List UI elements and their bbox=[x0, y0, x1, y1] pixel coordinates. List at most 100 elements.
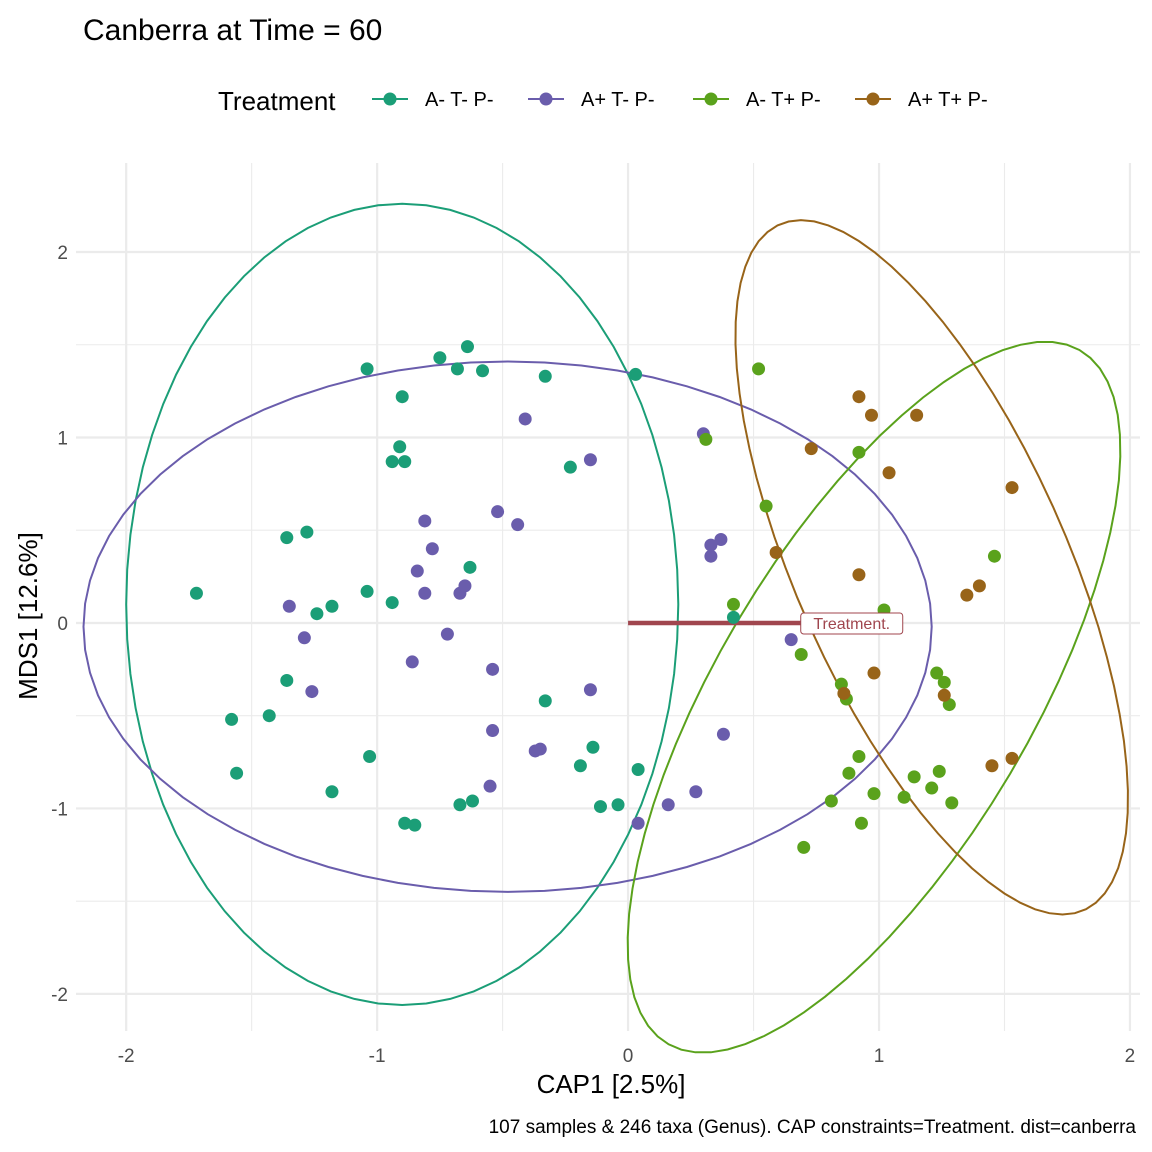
point-aminus-tplus-pminus bbox=[930, 666, 944, 680]
point-aplus-tplus-pminus bbox=[1005, 751, 1019, 765]
point-aplus-tplus-pminus bbox=[852, 568, 866, 582]
point-aminus-tminus-pminus bbox=[476, 364, 490, 378]
point-aminus-tplus-pminus bbox=[932, 764, 946, 778]
axis-tick-labels: -2 -1 0 1 2 -2 -1 0 1 2 bbox=[51, 243, 1135, 1067]
legend-label: A- T+ P- bbox=[746, 89, 821, 111]
legend-key-point bbox=[866, 92, 880, 106]
data-points bbox=[189, 340, 1019, 854]
point-aminus-tplus-pminus bbox=[842, 766, 856, 780]
point-aplus-tplus-pminus bbox=[864, 408, 878, 422]
point-aminus-tminus-pminus bbox=[453, 798, 467, 812]
point-aminus-tplus-pminus bbox=[726, 597, 740, 611]
point-aplus-tminus-pminus bbox=[486, 724, 500, 738]
point-aminus-tminus-pminus bbox=[463, 560, 477, 574]
point-aminus-tminus-pminus bbox=[385, 596, 399, 610]
point-aplus-tminus-pminus bbox=[583, 683, 597, 697]
point-aminus-tplus-pminus bbox=[852, 445, 866, 459]
arrow-label-layer: Treatment. bbox=[800, 612, 904, 635]
point-aplus-tplus-pminus bbox=[867, 666, 881, 680]
point-aplus-tplus-pminus bbox=[972, 579, 986, 593]
y-tick-label: -2 bbox=[51, 985, 68, 1006]
point-aminus-tminus-pminus bbox=[726, 610, 740, 624]
point-aminus-tminus-pminus bbox=[325, 599, 339, 613]
point-aplus-tminus-pminus bbox=[418, 586, 432, 600]
point-aminus-tminus-pminus bbox=[360, 362, 374, 376]
legend-key-point bbox=[704, 92, 718, 106]
ellipse-aplus-tplus-pminus bbox=[734, 219, 1129, 916]
x-tick-label: 1 bbox=[874, 1046, 885, 1067]
point-aminus-tplus-pminus bbox=[752, 362, 766, 376]
point-aminus-tminus-pminus bbox=[225, 712, 239, 726]
point-aminus-tminus-pminus bbox=[395, 390, 409, 404]
point-aplus-tplus-pminus bbox=[852, 390, 866, 404]
point-aplus-tminus-pminus bbox=[486, 662, 500, 676]
point-aplus-tplus-pminus bbox=[769, 545, 783, 559]
point-aminus-tplus-pminus bbox=[945, 796, 959, 810]
point-aminus-tminus-pminus bbox=[611, 798, 625, 812]
chart-caption: 107 samples & 246 taxa (Genus). CAP cons… bbox=[489, 1117, 1137, 1138]
point-aminus-tminus-pminus bbox=[300, 525, 314, 539]
point-aminus-tplus-pminus bbox=[699, 432, 713, 446]
point-aminus-tminus-pminus bbox=[460, 340, 474, 354]
legend-label: A+ T- P- bbox=[581, 89, 655, 111]
point-aminus-tminus-pminus bbox=[586, 740, 600, 754]
point-aplus-tminus-pminus bbox=[518, 412, 532, 426]
point-aplus-tminus-pminus bbox=[689, 785, 703, 799]
legend-item-aplus-tplus-pminus: A+ T+ P- bbox=[855, 89, 988, 111]
point-aminus-tminus-pminus bbox=[398, 455, 412, 469]
point-aminus-tminus-pminus bbox=[573, 759, 587, 773]
point-aminus-tminus-pminus bbox=[593, 800, 607, 814]
y-axis-title: MDS1 [12.6%] bbox=[13, 532, 43, 700]
point-aminus-tplus-pminus bbox=[824, 794, 838, 808]
x-axis-title: CAP1 [2.5%] bbox=[537, 1069, 686, 1099]
point-aminus-tminus-pminus bbox=[280, 673, 294, 687]
point-aminus-tminus-pminus bbox=[631, 762, 645, 776]
point-aminus-tminus-pminus bbox=[393, 440, 407, 454]
point-aplus-tplus-pminus bbox=[910, 408, 924, 422]
legend-item-aminus-tminus-pminus: A- T- P- bbox=[372, 89, 494, 111]
point-aminus-tminus-pminus bbox=[538, 694, 552, 708]
point-aplus-tminus-pminus bbox=[425, 542, 439, 556]
point-aminus-tplus-pminus bbox=[854, 816, 868, 830]
point-aplus-tminus-pminus bbox=[491, 505, 505, 519]
x-tick-label: -1 bbox=[369, 1046, 386, 1067]
point-aplus-tplus-pminus bbox=[1005, 481, 1019, 495]
point-aminus-tplus-pminus bbox=[907, 770, 921, 784]
point-aminus-tminus-pminus bbox=[398, 816, 412, 830]
point-aminus-tplus-pminus bbox=[937, 675, 951, 689]
point-aminus-tplus-pminus bbox=[797, 840, 811, 854]
point-aminus-tplus-pminus bbox=[794, 647, 808, 661]
point-aminus-tplus-pminus bbox=[987, 549, 1001, 563]
y-tick-label: 1 bbox=[57, 428, 68, 449]
legend-key-point bbox=[539, 92, 553, 106]
point-aplus-tplus-pminus bbox=[804, 442, 818, 456]
x-tick-label: -2 bbox=[118, 1046, 135, 1067]
arrow-label-box bbox=[800, 612, 904, 635]
point-aplus-tminus-pminus bbox=[305, 685, 319, 699]
confidence-ellipses bbox=[82, 202, 1129, 1054]
point-aminus-tplus-pminus bbox=[897, 790, 911, 804]
legend-label: A+ T+ P- bbox=[908, 89, 988, 111]
legend-label: A- T- P- bbox=[425, 89, 494, 111]
chart-title: Canberra at Time = 60 bbox=[83, 14, 382, 47]
point-aplus-tminus-pminus bbox=[511, 518, 525, 532]
point-aplus-tminus-pminus bbox=[483, 779, 497, 793]
point-aminus-tminus-pminus bbox=[262, 709, 276, 723]
y-tick-label: 0 bbox=[57, 614, 68, 635]
y-tick-label: -1 bbox=[51, 799, 68, 820]
point-aplus-tminus-pminus bbox=[282, 599, 296, 613]
point-aminus-tminus-pminus bbox=[363, 750, 377, 764]
point-aplus-tminus-pminus bbox=[704, 538, 718, 552]
point-aminus-tplus-pminus bbox=[867, 787, 881, 801]
point-aminus-tminus-pminus bbox=[450, 362, 464, 376]
point-aplus-tplus-pminus bbox=[985, 759, 999, 773]
point-aplus-tminus-pminus bbox=[716, 727, 730, 741]
point-aplus-tminus-pminus bbox=[533, 742, 547, 756]
point-aminus-tplus-pminus bbox=[759, 499, 773, 513]
point-aplus-tminus-pminus bbox=[297, 631, 311, 645]
ellipse-aplus-tminus-pminus bbox=[82, 360, 933, 893]
point-aplus-tplus-pminus bbox=[960, 588, 974, 602]
point-aminus-tminus-pminus bbox=[385, 455, 399, 469]
plot-grid bbox=[76, 163, 1140, 1031]
point-aplus-tminus-pminus bbox=[631, 816, 645, 830]
